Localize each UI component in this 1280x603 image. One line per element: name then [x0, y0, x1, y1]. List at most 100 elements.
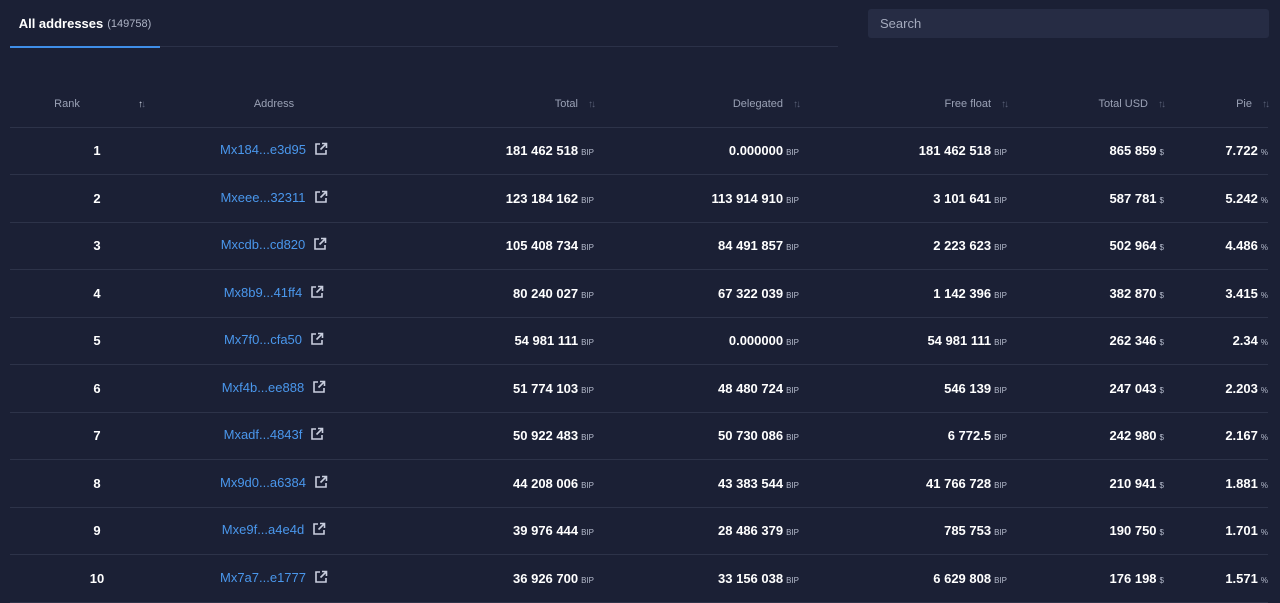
total-value: 39 976 444: [513, 523, 579, 539]
delegated-value: 67 322 039: [718, 285, 784, 301]
delegated-cell: 113 914 910 BIP: [594, 174, 799, 223]
unit-percent: %: [1260, 480, 1268, 490]
total-value: 50 922 483: [513, 428, 579, 444]
address-cell: Mx7f0...cfa50: [184, 317, 364, 365]
sort-arrows-icon[interactable]: ↑↓: [588, 99, 596, 111]
address-link[interactable]: Mxcdb...cd820: [220, 237, 306, 253]
rank-cell: 9: [10, 507, 184, 555]
address-link[interactable]: Mx184...e3d95: [219, 142, 306, 158]
free-float-value: 1 142 396: [933, 285, 992, 301]
total-usd-cell: 502 964 $: [1007, 222, 1164, 270]
table-row: 8 Mx9d0...a6384 44 208 006 BIP 43 383 544 BIP…: [10, 459, 1268, 508]
table-row: 2 Mxeee...32311 123 184 162 BIP 113 914 910 B…: [10, 174, 1268, 223]
delegated-value: 84 491 857: [718, 238, 784, 254]
unit-bip: BIP: [581, 385, 594, 395]
table-header-row: Rank ↑↓ Address Total ↑↓ Delegated ↑↓ Free…: [10, 82, 1270, 128]
free-float-value: 3 101 641: [933, 190, 992, 206]
unit-usd: $: [1159, 148, 1164, 158]
unit-bip: BIP: [786, 243, 799, 253]
unit-percent: %: [1260, 148, 1268, 158]
total-usd-value: 865 859: [1109, 143, 1157, 159]
total-usd-cell: 865 859 $: [1007, 127, 1164, 175]
address-link[interactable]: Mx7f0...cfa50: [223, 332, 303, 348]
external-link-icon[interactable]: [310, 285, 324, 302]
total-usd-value: 502 964: [1109, 238, 1157, 254]
column-header-free-float[interactable]: Free float ↑↓: [799, 82, 1009, 128]
total-usd-value: 587 781: [1109, 190, 1157, 206]
unit-bip: BIP: [581, 480, 594, 490]
rank-sort-control[interactable]: ↑↓: [124, 82, 184, 128]
external-link-icon[interactable]: [314, 475, 328, 492]
pie-value: 3.415: [1225, 285, 1258, 301]
address-link[interactable]: Mx7a7...e1777: [219, 569, 306, 585]
address-link[interactable]: Mx8b9...41ff4: [223, 284, 303, 300]
address-link[interactable]: Mxeee...32311: [220, 189, 306, 205]
external-link-icon[interactable]: [312, 522, 326, 539]
column-header-total[interactable]: Total ↑↓: [364, 82, 596, 128]
rank-value: 2: [93, 190, 101, 206]
search-input[interactable]: [868, 9, 1269, 38]
unit-percent: %: [1260, 195, 1268, 205]
unit-bip: BIP: [994, 528, 1007, 538]
total-usd-value: 210 941: [1109, 475, 1157, 491]
unit-usd: $: [1159, 433, 1164, 443]
unit-bip: BIP: [994, 575, 1007, 585]
delegated-cell: 50 730 086 BIP: [594, 412, 799, 460]
rank-value: 3: [93, 238, 101, 254]
address-link[interactable]: Mxadf...4843f: [223, 427, 303, 443]
unit-bip: BIP: [581, 243, 594, 253]
delegated-value: 28 486 379: [718, 523, 784, 539]
delegated-cell: 33 156 038 BIP: [594, 554, 799, 603]
address-link[interactable]: Mxe9f...a4e4d: [221, 522, 305, 538]
external-link-icon[interactable]: [313, 237, 327, 254]
free-float-cell: 54 981 111 BIP: [799, 317, 1007, 365]
external-link-icon[interactable]: [312, 380, 326, 397]
unit-bip: BIP: [994, 480, 1007, 490]
column-header-total-usd[interactable]: Total USD ↑↓: [1007, 82, 1166, 128]
sort-arrows-icon[interactable]: ↑↓: [793, 99, 801, 111]
unit-bip: BIP: [786, 480, 799, 490]
total-cell: 50 922 483 BIP: [364, 412, 594, 460]
total-usd-value: 262 346: [1109, 333, 1157, 349]
pie-cell: 1.571%: [1164, 554, 1268, 603]
unit-bip: BIP: [786, 195, 799, 205]
unit-bip: BIP: [994, 385, 1007, 395]
free-float-value: 6 772.5: [947, 428, 992, 444]
unit-bip: BIP: [786, 528, 799, 538]
sort-arrows-icon[interactable]: ↑↓: [1001, 99, 1009, 111]
unit-percent: %: [1260, 385, 1268, 395]
total-usd-cell: 176 198 $: [1007, 554, 1164, 603]
table-row: 10 Mx7a7...e1777 36 926 700 BIP 33 156 038 BI…: [10, 554, 1268, 603]
external-link-icon[interactable]: [314, 142, 328, 159]
total-usd-cell: 587 781 $: [1007, 174, 1164, 223]
address-link[interactable]: Mxf4b...ee888: [221, 379, 305, 395]
pie-cell: 2.167%: [1164, 412, 1268, 460]
total-value: 105 408 734: [505, 238, 579, 254]
total-value: 181 462 518: [505, 143, 579, 159]
rank-cell: 10: [10, 554, 184, 603]
delegated-value: 33 156 038: [718, 570, 784, 586]
rank-value: 7: [93, 428, 101, 444]
address-cell: Mx184...e3d95: [184, 127, 364, 175]
external-link-icon[interactable]: [310, 427, 324, 444]
column-header-pie[interactable]: Pie ↑↓: [1164, 82, 1270, 128]
unit-bip: BIP: [994, 433, 1007, 443]
free-float-value: 6 629 808: [933, 570, 992, 586]
sort-arrows-icon[interactable]: ↑↓: [138, 99, 146, 111]
external-link-icon[interactable]: [314, 190, 328, 207]
sort-arrows-icon[interactable]: ↑↓: [1262, 99, 1270, 111]
free-float-value: 181 462 518: [918, 143, 992, 159]
rank-cell: 3: [10, 222, 184, 270]
external-link-icon[interactable]: [310, 332, 324, 349]
address-cell: Mxf4b...ee888: [184, 364, 364, 413]
address-link[interactable]: Mx9d0...a6384: [219, 474, 306, 490]
tab-all-addresses[interactable]: All addresses (149758): [10, 0, 160, 48]
sort-arrows-icon[interactable]: ↑↓: [1158, 99, 1166, 111]
table-row: 6 Mxf4b...ee888 51 774 103 BIP 48 480 724 BIP…: [10, 364, 1268, 413]
total-cell: 51 774 103 BIP: [364, 364, 594, 413]
active-tab-indicator: [10, 46, 160, 48]
unit-percent: %: [1260, 575, 1268, 585]
external-link-icon[interactable]: [314, 570, 328, 587]
column-header-delegated[interactable]: Delegated ↑↓: [594, 82, 801, 128]
unit-bip: BIP: [581, 575, 594, 585]
